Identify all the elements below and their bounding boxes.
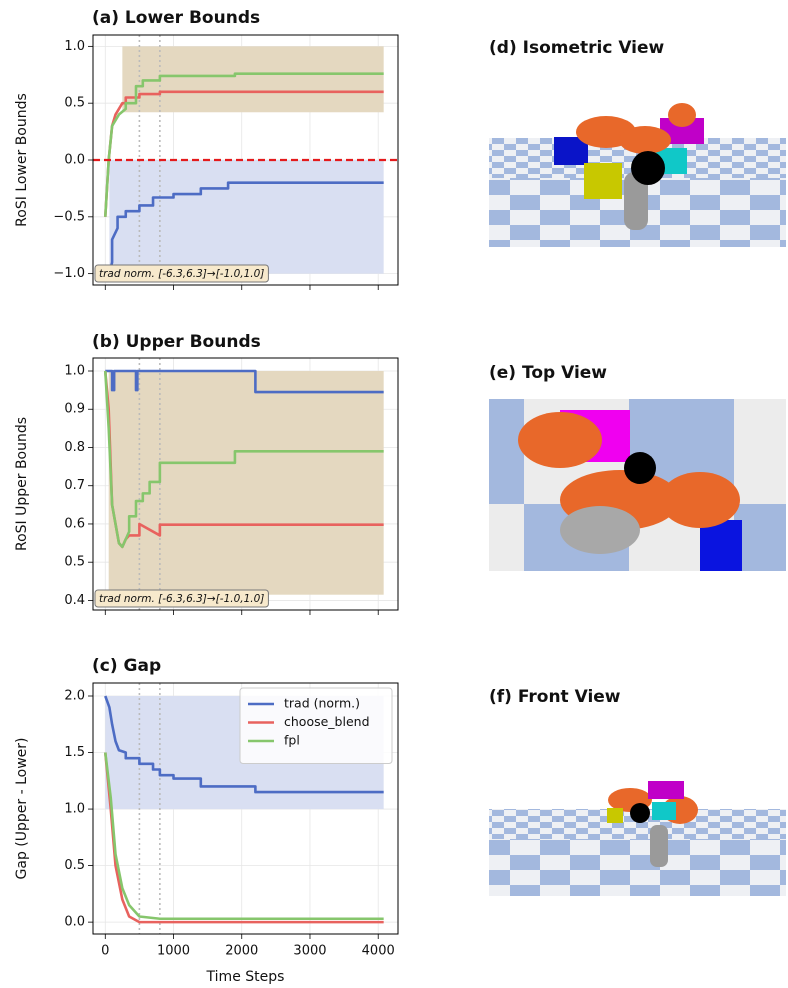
cube (648, 781, 684, 799)
y-tick-label: 0.5 (64, 555, 85, 570)
y-tick-label: −0.5 (53, 209, 85, 224)
cube (607, 808, 623, 823)
y-tick-label: 1.0 (64, 802, 85, 817)
y-tick-label: 0.0 (64, 153, 85, 168)
front-view: (f) Front View (489, 687, 786, 896)
chart: (c) Gap Gap (Upper - Lower) Time Steps 0 100… (14, 656, 398, 985)
robot-link (518, 412, 602, 468)
y-tick-label: 1.0 (64, 364, 85, 379)
x-tick-label: 1000 (157, 944, 190, 959)
legend-label: trad (norm.) (284, 696, 360, 711)
legend-label: choose_blend (284, 714, 370, 729)
band (122, 46, 383, 112)
ball (631, 151, 665, 185)
x-tick-label: 4000 (362, 944, 395, 959)
isometric-view: (d) Isometric View (489, 38, 786, 247)
y-tick-label: 0.5 (64, 858, 85, 873)
annotation: trad norm. [-6.3,6.3]→[-1.0,1.0] (99, 593, 264, 605)
y-tick-label: 0.8 (64, 440, 85, 455)
view-title: (f) Front View (489, 687, 621, 707)
y-tick-label: −1.0 (53, 266, 85, 281)
legend-label: fpl (284, 733, 300, 748)
cube (652, 802, 676, 820)
robot-link (650, 825, 668, 867)
y-axis-label: RoSI Upper Bounds (14, 417, 30, 551)
robot-link (668, 103, 696, 127)
x-tick-label: 0 (101, 944, 109, 959)
x-tick-label: 2000 (225, 944, 258, 959)
robot-link (619, 126, 671, 154)
y-tick-label: 1.0 (64, 39, 85, 54)
chart: (b) Upper Bounds RoSI Upper Bounds 0.4 0.5 0… (14, 332, 398, 615)
y-tick-label: 0.7 (64, 478, 85, 493)
x-tick-label: 3000 (293, 944, 326, 959)
y-axis-label: RoSI Lower Bounds (14, 93, 30, 227)
y-tick-label: 0.0 (64, 915, 85, 930)
y-axis-label: Gap (Upper - Lower) (14, 738, 30, 880)
y-tick-label: 0.9 (64, 402, 85, 417)
plot-area (93, 358, 398, 610)
floor (489, 839, 786, 896)
figure: (d) Isometric View (e) Top View (f) Fron… (0, 0, 788, 988)
plot-area (93, 35, 398, 285)
top-view: (e) Top View (489, 363, 786, 571)
x-axis-label: Time Steps (206, 969, 285, 985)
y-tick-label: 2.0 (64, 689, 85, 704)
chart-title: (a) Lower Bounds (92, 8, 260, 28)
y-tick-label: 1.5 (64, 745, 85, 760)
chart-title: (c) Gap (92, 656, 161, 676)
chart: (a) Lower Bounds RoSI Lower Bounds −1.0 −0.… (14, 8, 398, 290)
y-tick-label: 0.5 (64, 96, 85, 111)
y-tick-label: 0.4 (64, 593, 85, 608)
ball (624, 452, 656, 484)
chart-title: (b) Upper Bounds (92, 332, 261, 352)
robot-link (660, 472, 740, 528)
view-title: (d) Isometric View (489, 38, 665, 58)
band (109, 160, 383, 274)
view-title: (e) Top View (489, 363, 607, 383)
cube (584, 163, 622, 199)
robot-link (560, 506, 640, 554)
ball (630, 803, 650, 823)
annotation: trad norm. [-6.3,6.3]→[-1.0,1.0] (99, 268, 264, 280)
y-tick-label: 0.6 (64, 516, 85, 531)
